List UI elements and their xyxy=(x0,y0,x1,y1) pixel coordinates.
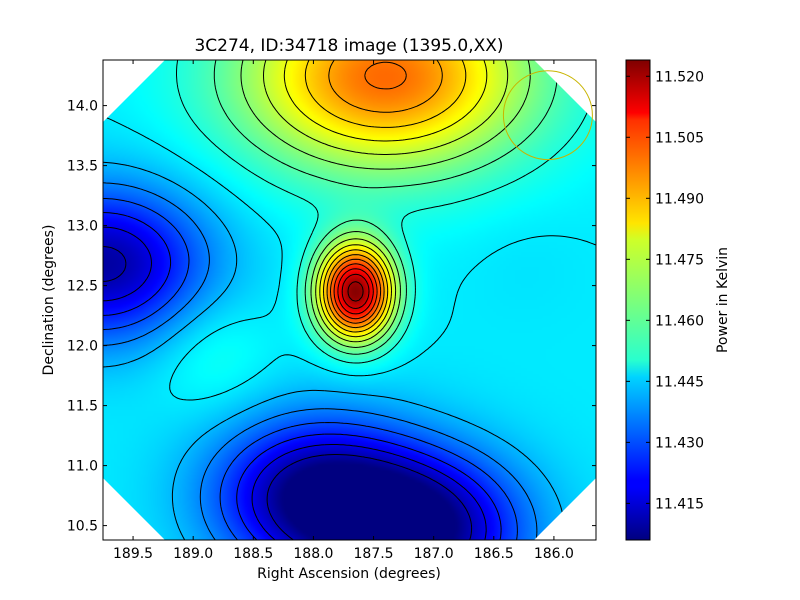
beam-circle-layer xyxy=(502,70,593,161)
colorbar: 11.415 11.430 11.445 11.460 11.475 11.490 11.5… xyxy=(625,59,704,541)
contour-line xyxy=(103,212,502,540)
chart-title: 3C274, ID:34718 image (1395.0,XX) xyxy=(194,36,503,56)
y-tick-label: 12.5 xyxy=(67,279,98,295)
contour-line xyxy=(341,273,370,309)
contour-line xyxy=(263,60,509,343)
x-tick-label: 186.5 xyxy=(474,546,514,562)
plot-frame xyxy=(102,59,597,541)
heatmap-layer xyxy=(103,60,596,540)
y-tick-label: 10.5 xyxy=(67,519,98,535)
x-tick-label: 188.0 xyxy=(293,546,333,562)
colorbar-gradient xyxy=(626,60,650,540)
colorbar-tick-label: 11.445 xyxy=(655,374,704,390)
y-axis: 10.5 11.0 11.5 12.0 12.5 13.0 13.5 14.0 xyxy=(67,99,596,535)
colorbar-tick-label: 11.460 xyxy=(655,313,704,329)
y-axis-label: Declination (degrees) xyxy=(41,225,57,376)
y-tick-label: 13.5 xyxy=(67,159,98,175)
contour-line xyxy=(103,226,487,540)
x-tick-label: 187.5 xyxy=(354,546,394,562)
beam-circle xyxy=(502,70,593,161)
x-axis: 189.5 189.0 188.5 188.0 187.5 187.0 186.5 186.0 xyxy=(113,60,574,562)
contour-line xyxy=(337,268,374,315)
contour-line xyxy=(103,182,538,540)
contour-line xyxy=(213,60,558,355)
y-tick-label: 11.0 xyxy=(67,459,98,475)
x-tick-label: 188.5 xyxy=(233,546,273,562)
colorbar-tick-label: 11.520 xyxy=(655,69,704,85)
y-tick-label: 13.0 xyxy=(67,219,98,235)
x-axis-label: Right Ascension (degrees) xyxy=(257,566,441,582)
contour-line xyxy=(103,161,565,540)
colorbar-tick-label: 11.505 xyxy=(655,130,704,146)
contour-lines xyxy=(103,60,596,540)
contour-line xyxy=(333,263,378,320)
heatmap-image xyxy=(103,60,596,540)
colorbar-tick-label: 11.475 xyxy=(655,252,704,268)
colorbar-tick-label: 11.490 xyxy=(655,191,704,207)
colorbar-tick-label: 11.430 xyxy=(655,435,704,451)
colorbar-tick-label: 11.415 xyxy=(655,496,704,512)
colorbar-label: Power in Kelvin xyxy=(715,247,731,353)
contour-line xyxy=(326,60,443,329)
x-tick-label: 186.0 xyxy=(534,546,574,562)
contour-line xyxy=(103,246,473,540)
y-tick-label: 14.0 xyxy=(67,99,98,115)
y-tick-label: 11.5 xyxy=(67,399,98,415)
contour-line xyxy=(330,61,407,324)
colorbar-frame xyxy=(625,59,651,541)
x-tick-label: 187.0 xyxy=(414,546,454,562)
x-tick-label: 189.0 xyxy=(173,546,213,562)
y-tick-label: 12.0 xyxy=(67,339,98,355)
contour-line xyxy=(347,281,364,302)
contour-line xyxy=(176,60,596,364)
colorbar-ticks: 11.415 11.430 11.445 11.460 11.475 11.490 11.5… xyxy=(626,69,704,512)
contour-line xyxy=(304,60,467,333)
plot-area: 189.5 189.0 188.5 188.0 187.5 187.0 186.5 186.0… xyxy=(67,59,597,562)
x-tick-label: 189.5 xyxy=(113,546,153,562)
contour-line xyxy=(283,60,488,338)
contour-line xyxy=(240,60,531,348)
